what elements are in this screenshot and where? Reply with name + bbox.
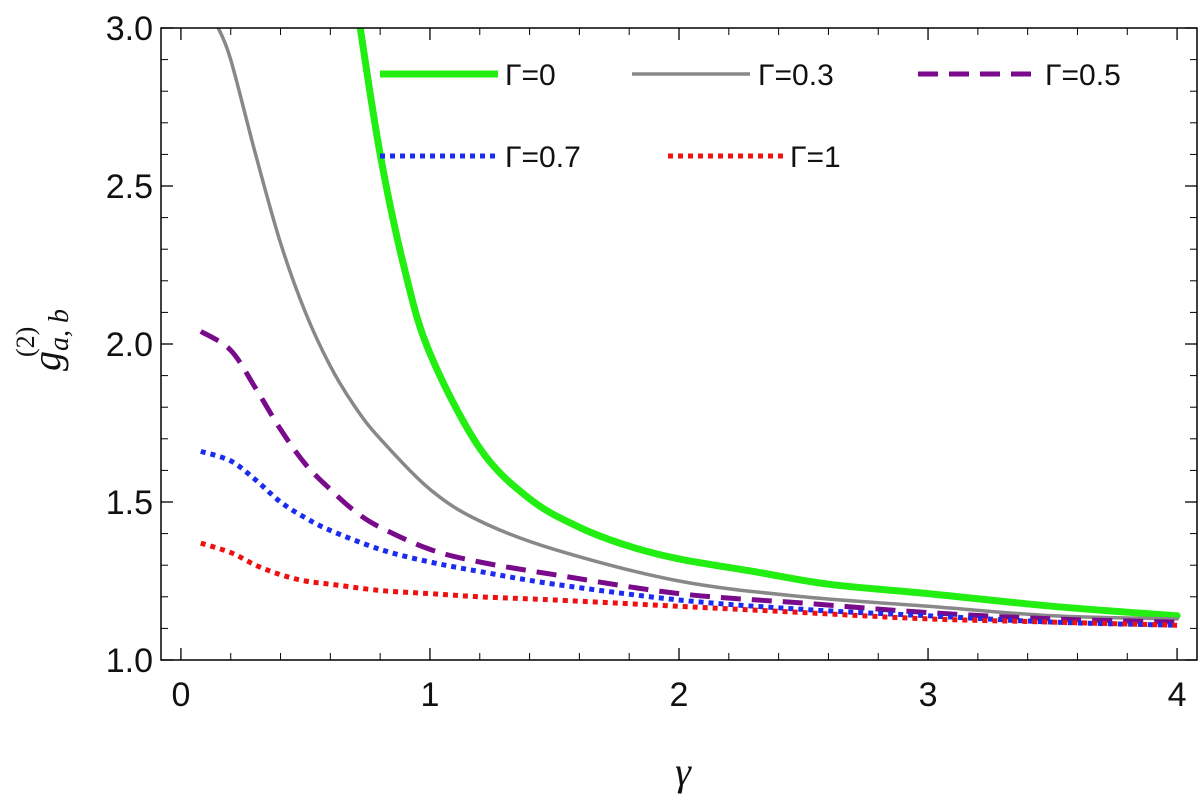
- legend-label-1: Γ=0.3: [758, 59, 834, 92]
- x-tick-label: 3: [919, 676, 938, 714]
- series-line-0: [356, 28, 1181, 620]
- x-tick-label: 1: [421, 676, 440, 714]
- legend: Γ=0 Γ=0.3 Γ=0.5 Γ=0.7 Γ=1: [380, 59, 1121, 174]
- y-axis-title: ga, b(2): [11, 309, 75, 371]
- x-axis-title: γ: [675, 749, 692, 794]
- y-tick-label: 2.0: [106, 326, 153, 364]
- series-line-3: [200, 449, 1178, 628]
- ticks-layer: 0 1 2 3 4 1.0 1.5 2.0 2.5 3.0: [106, 10, 1197, 714]
- y-axis-title-sub: a, b: [44, 309, 75, 351]
- x-tick-label: 2: [670, 676, 689, 714]
- y-tick-label: 3.0: [106, 10, 153, 48]
- series-line-2: [199, 329, 1178, 625]
- legend-label-4: Γ=1: [790, 141, 841, 174]
- y-axis-title-sup: (2): [11, 327, 40, 357]
- y-tick-label: 1.0: [106, 642, 153, 680]
- legend-label-2: Γ=0.5: [1045, 59, 1121, 92]
- legend-label-3: Γ=0.7: [505, 141, 581, 174]
- y-tick-label: 2.5: [106, 168, 153, 206]
- series-layer: [199, 28, 1181, 628]
- y-tick-label: 1.5: [106, 484, 153, 522]
- x-tick-label: 0: [171, 676, 190, 714]
- series-line-1: [216, 28, 1179, 621]
- y-axis-title-main: g: [24, 351, 69, 371]
- legend-label-0: Γ=0: [505, 59, 556, 92]
- x-tick-label: 4: [1168, 676, 1187, 714]
- svg-text:ga, b(2): ga, b(2): [11, 309, 75, 371]
